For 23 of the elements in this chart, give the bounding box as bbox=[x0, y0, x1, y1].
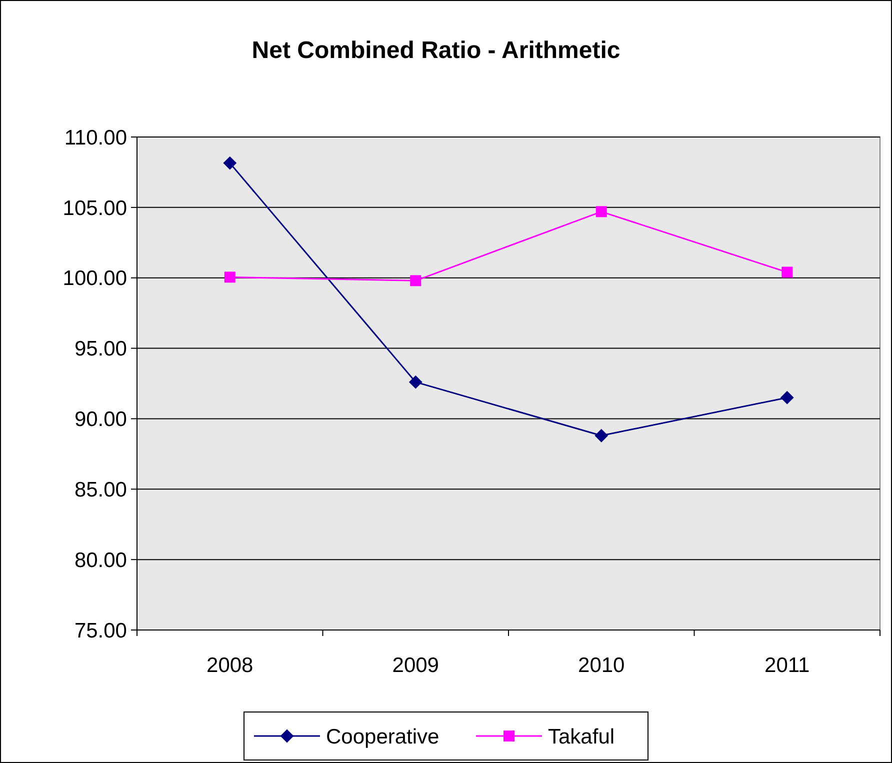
x-tick-label: 2008 bbox=[206, 654, 254, 677]
point bbox=[224, 272, 236, 283]
x-tick-label: 2009 bbox=[392, 654, 439, 677]
y-tick-label: 110.00 bbox=[64, 126, 127, 150]
y-tick-label: 80.00 bbox=[74, 548, 127, 572]
y-tick-label: 100.00 bbox=[62, 267, 127, 290]
y-tick-label: 95.00 bbox=[74, 338, 127, 361]
y-tick-label: 105.00 bbox=[62, 196, 127, 220]
point bbox=[223, 156, 236, 170]
legend-label: Cooperative bbox=[326, 725, 440, 748]
x-tick-label: 2010 bbox=[578, 654, 625, 677]
y-tick-label: 85.00 bbox=[74, 478, 127, 502]
point bbox=[596, 206, 607, 218]
point bbox=[782, 266, 793, 278]
chart-title: Net Combined Ratio - Arithmetic bbox=[252, 37, 620, 64]
point bbox=[594, 429, 608, 442]
point bbox=[409, 376, 422, 389]
y-tick-label: 75.00 bbox=[74, 619, 127, 642]
point bbox=[780, 391, 794, 404]
y-tick-label: 90.00 bbox=[74, 408, 127, 432]
legend-label: Takaful bbox=[548, 725, 615, 748]
point bbox=[410, 275, 422, 286]
x-tick-label: 2011 bbox=[764, 654, 810, 677]
